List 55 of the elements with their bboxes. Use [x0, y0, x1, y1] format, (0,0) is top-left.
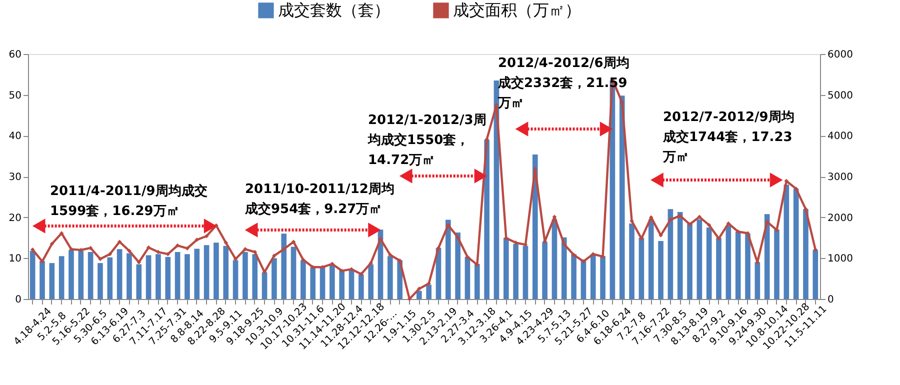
y2-tick-label: 1000: [828, 254, 853, 265]
legend-label: 成交套数（套）: [278, 0, 390, 20]
y-tick-label: 20: [8, 212, 22, 224]
bar: [619, 96, 625, 299]
bar: [677, 212, 683, 299]
bar: [754, 262, 760, 299]
bar: [600, 256, 606, 299]
y-tick-label: 0: [15, 294, 22, 306]
y-tick-label: 30: [8, 172, 22, 183]
annotation: 2012/1-2012/3周均成交1550套，14.72万㎡: [367, 113, 486, 168]
y2-tick-label: 0: [828, 294, 834, 306]
bar: [49, 263, 55, 299]
bar: [571, 254, 576, 299]
annotation: 2011/10-2011/12周均成交954套，9.27万㎡: [244, 182, 394, 217]
bar: [214, 242, 219, 299]
bar: [194, 248, 200, 299]
bar: [98, 263, 103, 299]
bar: [339, 270, 345, 299]
y2-tick-label: 5000: [828, 90, 853, 102]
legend-label: 成交面积（万㎡）: [453, 0, 581, 20]
y2-tick-label: 4000: [828, 131, 853, 142]
bar: [658, 241, 664, 299]
bar: [716, 238, 722, 299]
bar: [503, 238, 509, 299]
y-tick-label: 50: [8, 90, 22, 102]
bar: [281, 234, 287, 299]
bar: [58, 256, 64, 299]
bar: [638, 238, 644, 299]
y2-tick-label: 6000: [828, 50, 853, 60]
annotation: 2011/4-2011/9周均成交1599套，16.29万㎡: [50, 183, 208, 219]
bar: [204, 245, 210, 299]
bar: [262, 272, 268, 299]
bar: [455, 232, 460, 299]
bar: [764, 214, 770, 299]
bar: [668, 209, 674, 299]
bar: [116, 249, 122, 299]
bar: [174, 252, 180, 299]
bar: [184, 254, 190, 299]
bar: [774, 230, 780, 299]
bar: [784, 184, 790, 299]
y-tick-label: 60: [8, 50, 22, 60]
bar: [464, 256, 470, 299]
bar: [474, 264, 480, 299]
y2-tick-label: 3000: [828, 172, 853, 183]
y-tick-label: 40: [8, 131, 22, 142]
bar: [88, 252, 94, 299]
bar: [687, 223, 692, 299]
annotation: 2012/7-2012/9周均成交1744套，17.23万㎡: [662, 110, 794, 165]
bar: [146, 255, 152, 299]
bar: [561, 237, 567, 299]
bar: [542, 242, 548, 299]
y2-tick-label: 2000: [828, 212, 853, 224]
y-tick-label: 10: [8, 254, 22, 265]
bar: [290, 246, 296, 299]
bar: [446, 220, 451, 299]
